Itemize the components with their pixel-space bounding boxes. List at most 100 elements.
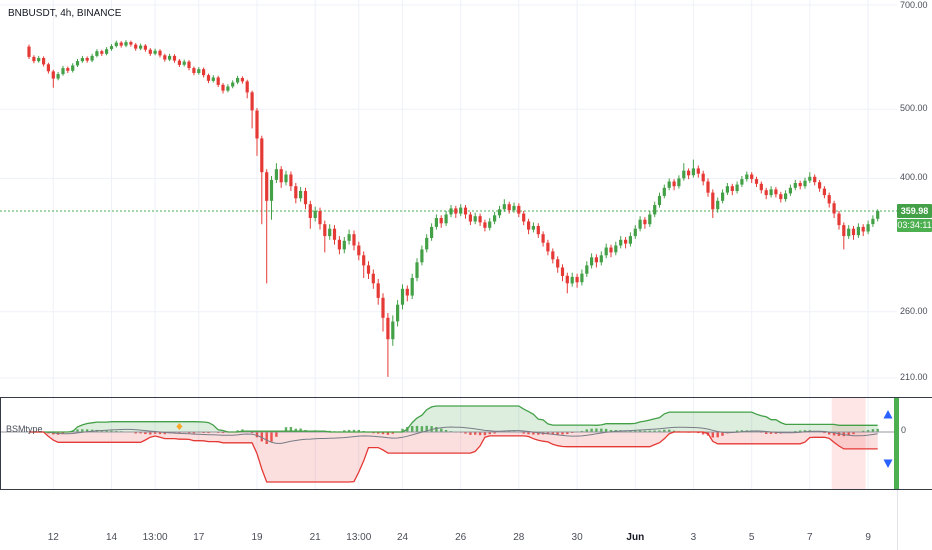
candle [357, 245, 361, 256]
bar-countdown-badge: 03:34:11 [897, 219, 932, 232]
candle [585, 265, 589, 274]
candle [425, 237, 429, 250]
candle [221, 84, 225, 91]
candle [449, 208, 453, 215]
candle [289, 174, 293, 187]
time-axis-label: Jun [626, 532, 645, 543]
candle [803, 180, 807, 187]
candle [687, 170, 691, 176]
candles-layer [27, 40, 880, 377]
time-axis-label: 28 [513, 532, 525, 543]
candle [657, 195, 662, 205]
candle [551, 251, 555, 260]
candle [192, 68, 196, 73]
indicator-lower-line [29, 431, 878, 483]
candle [682, 170, 686, 179]
candle [405, 288, 409, 296]
candle [769, 189, 773, 196]
candle [231, 82, 235, 87]
candle [153, 50, 157, 54]
candle [284, 174, 288, 183]
candle [85, 58, 89, 61]
indicator-pane-left-border [0, 397, 1, 490]
candle [847, 228, 851, 237]
candle [502, 204, 506, 210]
candle [667, 181, 671, 188]
scroll-down-arrow-icon[interactable] [883, 459, 893, 469]
candle [478, 216, 482, 223]
candle [653, 205, 657, 215]
candle [560, 267, 565, 276]
candle [410, 278, 414, 296]
time-axis-label: 3 [690, 532, 697, 543]
candle [139, 45, 143, 49]
candle [279, 169, 283, 183]
candle [483, 222, 487, 228]
candle [61, 68, 65, 75]
candle [570, 276, 574, 284]
candle [459, 207, 463, 214]
candle [764, 190, 768, 196]
time-axis[interactable]: 12 14 13:00 17 19 21 13:00 24 26 28 30 Jun 3 5 7 9 [0, 490, 932, 550]
candle [808, 176, 812, 181]
candle [303, 191, 308, 205]
candle [536, 226, 540, 235]
indicator-upper-cloud [29, 406, 878, 432]
last-price-badge[interactable]: 359.98 [897, 204, 932, 218]
symbol-legend[interactable]: BNBUSDT, 4h, BINANCE [8, 8, 122, 19]
candle [721, 192, 725, 201]
indicator-axis-highlight [894, 398, 899, 489]
candle [308, 204, 312, 218]
candle [788, 187, 792, 194]
indicator-marker [176, 423, 183, 430]
candle [706, 181, 710, 193]
candle [134, 44, 138, 49]
indicator-lower-cloud [29, 432, 878, 482]
time-axis-label: 5 [748, 532, 755, 543]
candle [701, 173, 705, 182]
candle [866, 224, 870, 232]
candle [691, 168, 695, 176]
candle [42, 58, 46, 65]
price-axis[interactable]: 700.00 500.00 400.00 260.00 210.00 [897, 0, 932, 490]
candle [594, 257, 598, 263]
candle [672, 181, 676, 187]
candle [75, 61, 80, 66]
time-axis-label: 17 [193, 532, 205, 543]
candle [400, 288, 405, 305]
candle [294, 186, 298, 199]
candle [371, 273, 375, 284]
candle [677, 178, 681, 187]
candle [114, 42, 118, 47]
candle [27, 46, 31, 57]
pane-separator-bottom[interactable] [0, 489, 932, 490]
candle [497, 209, 502, 216]
candle [260, 138, 264, 173]
pane-separator-top[interactable] [0, 397, 932, 398]
candle [822, 188, 826, 196]
candle [124, 42, 128, 46]
candle [590, 257, 594, 266]
candle [66, 68, 70, 71]
candle [332, 228, 337, 240]
candle [541, 234, 545, 243]
indicator-legend[interactable]: BSMtype [6, 424, 43, 434]
candle [119, 42, 123, 46]
indicator-chart[interactable] [0, 398, 897, 489]
time-axis-label: 13:00 [346, 532, 372, 543]
candle [265, 172, 269, 201]
candle [546, 242, 550, 252]
candle [716, 200, 720, 210]
candle [328, 228, 332, 237]
candle [313, 211, 317, 218]
candle [798, 183, 802, 187]
time-axis-label: 21 [309, 532, 321, 543]
candle [32, 56, 36, 62]
price-chart[interactable] [0, 0, 897, 397]
candle [342, 240, 346, 250]
price-axis-label: 400.00 [900, 172, 928, 183]
scroll-up-arrow-icon[interactable] [883, 410, 893, 419]
candle [323, 224, 327, 237]
candle [599, 255, 603, 263]
candle [876, 211, 880, 219]
